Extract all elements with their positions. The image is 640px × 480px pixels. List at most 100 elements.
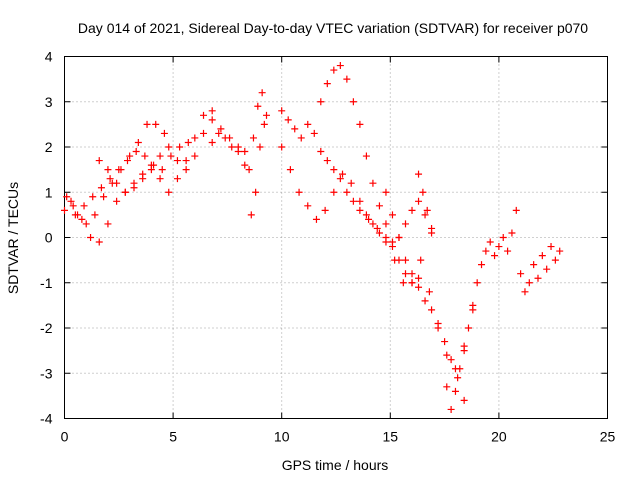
data-point [150,161,158,169]
data-point [295,188,303,196]
data-point [543,265,551,273]
data-point [375,229,383,237]
data-point [152,120,160,128]
data-point [278,107,286,115]
data-point [408,279,416,287]
data-point [408,206,416,214]
x-tick-label: 15 [383,429,399,445]
x-tick-label: 0 [61,429,69,445]
data-point [106,175,114,183]
data-point [156,152,164,160]
data-point [104,166,112,174]
data-point [78,215,86,223]
data-point [165,143,173,151]
data-point [143,120,151,128]
y-tick-label: -4 [40,411,53,427]
data-point [317,98,325,106]
data-point [521,288,529,296]
data-point [80,202,88,210]
y-tick-label: 2 [45,139,53,155]
data-point [100,193,108,201]
data-point [330,188,338,196]
data-point [234,148,242,156]
data-point [382,234,390,241]
data-point [208,138,216,146]
data-point [460,396,468,404]
data-point [113,179,121,187]
data-point [356,120,364,128]
data-point [508,229,516,237]
data-point [254,102,262,110]
x-tick-labels: 0 5 10 15 20 25 [61,429,616,445]
data-point [61,206,68,214]
data-point [241,161,249,169]
data-point [330,166,338,174]
data-point [504,247,512,255]
data-point [530,261,538,269]
data-point [104,220,112,228]
data-point [464,324,472,332]
series-arc-j [317,62,468,404]
data-point [67,197,75,205]
data-point [121,188,129,196]
data-point [556,247,564,255]
data-point [87,234,95,241]
data-point [191,152,199,160]
series-arc-e [208,129,249,169]
data-point [182,166,190,174]
data-point [134,138,142,146]
data-point [343,75,351,83]
data-point [456,365,464,373]
data-point [551,256,559,264]
data-point [208,116,216,124]
data-point [451,387,459,395]
data-point [434,319,442,327]
data-point [382,220,390,228]
data-point [165,188,173,196]
data-point [421,297,429,305]
data-point [460,347,468,355]
data-point [349,98,357,106]
data-point [82,220,90,228]
y-tick-label: 3 [45,94,53,110]
data-point [423,206,431,214]
data-point [336,62,344,70]
data-point [419,188,427,196]
data-point [415,274,423,282]
data-point [534,274,542,282]
data-point [130,184,138,192]
data-point [323,80,331,88]
y-tick-label: -3 [40,365,53,381]
series-arc-i [278,143,477,373]
data-point [428,306,436,314]
data-point [408,270,416,278]
chart-title: Day 014 of 2021, Sidereal Day-to-day VTE… [78,20,588,36]
data-point [284,116,292,124]
series-arc-k [443,206,564,413]
data-point [173,175,181,183]
data-point [228,143,236,151]
data-point [147,166,155,174]
data-point [349,197,357,205]
data-point [454,374,462,382]
data-point [173,157,181,165]
data-point [126,152,134,160]
data-point [538,252,546,260]
data-point [356,206,364,214]
data-point [443,351,451,359]
data-point [278,143,286,151]
data-point [63,193,71,201]
data-point [217,125,225,133]
data-point [447,356,455,364]
x-tick-label: 20 [491,429,507,445]
data-point [347,179,355,187]
data-point [388,211,396,219]
data-point [478,261,486,269]
series-arc-m [415,170,436,232]
x-tick-label: 5 [169,429,177,445]
data-point [369,179,377,187]
data-point [286,166,294,174]
series-arc-l [382,188,423,287]
data-point [321,206,329,214]
y-tick-label: 4 [45,49,53,65]
